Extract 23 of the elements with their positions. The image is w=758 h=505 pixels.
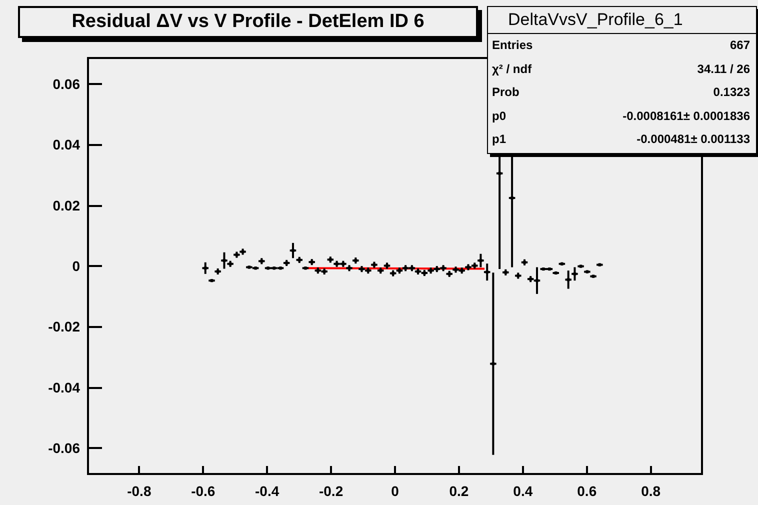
y-tick-label: -0.02 [48,318,80,335]
text: DeltaVvsV_Profile_6_1 [488,7,756,34]
y-tick-label: 0.02 [52,197,80,214]
text: χ² / ndf 34.11 / 26 [492,62,750,76]
x-tick-label: 0.6 [577,483,597,499]
text: p0 -0.0008161± 0.0001836 [492,108,750,122]
y-tick-label: -0.06 [48,440,80,456]
y-tick-label: 0 [72,258,80,274]
text: Entries 667 [492,38,750,52]
y-tick-label: 0.06 [52,76,80,92]
x-tick-label: 0.2 [449,483,469,499]
y-tick-label: 0.04 [52,136,80,153]
chart-title: Residual ΔV vs V Profile - DetElem ID 6 [18,6,478,38]
text: p1 -0.000481± 0.001133 [492,132,750,146]
x-tick-label: -0.6 [191,483,216,499]
text: Prob 0.1323 [492,85,750,99]
x-tick-label: 0 [391,483,400,499]
x-tick-label: -0.8 [127,483,152,499]
x-tick-label: -0.4 [255,483,280,499]
x-tick-label: -0.2 [318,483,344,499]
x-tick-label: 0.8 [641,483,661,499]
y-tick-label: -0.04 [48,379,80,396]
x-tick-label: 0.4 [513,483,533,499]
